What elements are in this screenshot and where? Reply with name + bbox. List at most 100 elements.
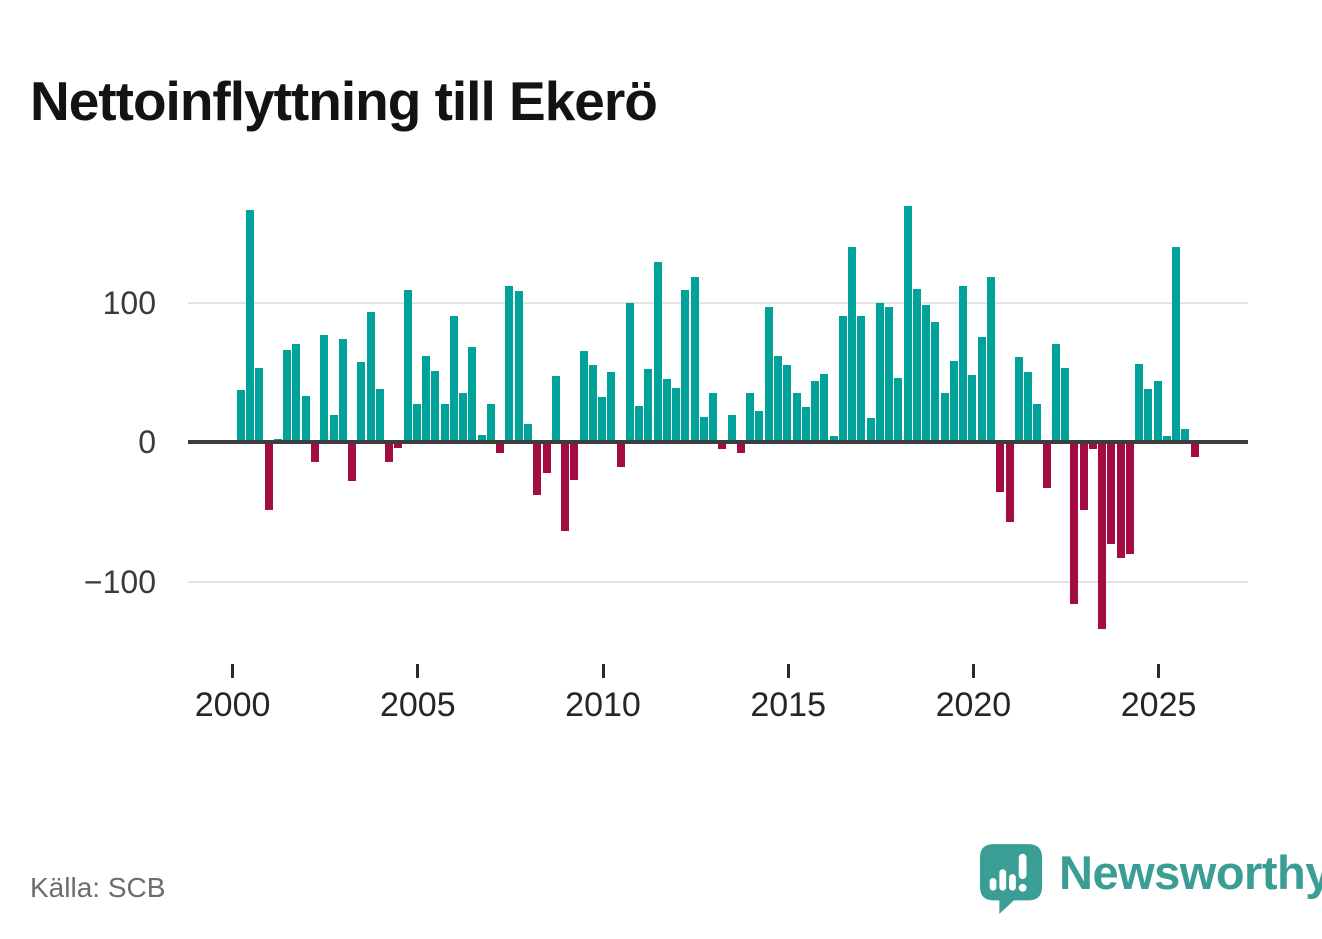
bar-2000q1 bbox=[236, 390, 245, 442]
bar-2007q2 bbox=[505, 285, 514, 442]
bar-2011q2 bbox=[653, 262, 662, 442]
bar-2007q3 bbox=[514, 291, 523, 442]
bar-2008q4 bbox=[561, 442, 570, 532]
bar-2020q1 bbox=[977, 337, 986, 442]
bar-2002q4 bbox=[338, 338, 347, 442]
x-tick-2020 bbox=[971, 664, 975, 678]
bar-2016q1 bbox=[829, 436, 838, 442]
bar-2025q1 bbox=[1162, 436, 1171, 442]
bar-2006q4 bbox=[486, 404, 495, 442]
bar-2017q3 bbox=[885, 306, 894, 442]
bar-2013q4 bbox=[746, 393, 755, 442]
bar-2007q1 bbox=[496, 442, 505, 454]
bar-2004q4 bbox=[412, 404, 421, 442]
bar-2014q4 bbox=[783, 365, 792, 442]
bar-2020q4 bbox=[1005, 442, 1014, 522]
bar-2004q1 bbox=[385, 442, 394, 462]
bar-2025q4 bbox=[1190, 442, 1199, 458]
bar-2020q2 bbox=[986, 277, 995, 442]
x-tick-2005 bbox=[416, 664, 420, 678]
bar-2006q2 bbox=[468, 347, 477, 442]
bar-2017q2 bbox=[875, 302, 884, 442]
y-tick-label-100: 100 bbox=[102, 284, 156, 321]
y-tick-label-0: 0 bbox=[138, 424, 156, 460]
bar-2010q1 bbox=[607, 372, 616, 442]
bar-2012q1 bbox=[681, 289, 690, 442]
bar-2003q2 bbox=[357, 362, 366, 442]
bar-2025q3 bbox=[1181, 429, 1190, 442]
x-tick-label-2005: 2005 bbox=[379, 686, 456, 724]
bar-2023q4 bbox=[1116, 442, 1125, 558]
bar-2004q2 bbox=[394, 442, 403, 448]
bar-2002q2 bbox=[320, 334, 329, 442]
bar-2018q1 bbox=[903, 206, 912, 442]
bar-2012q3 bbox=[699, 416, 708, 442]
chart-title: Nettoinflyttning till Ekerö bbox=[30, 69, 658, 132]
bar-2007q4 bbox=[523, 423, 532, 442]
bar-2020q3 bbox=[996, 442, 1005, 493]
bar-2009q2 bbox=[579, 351, 588, 442]
newsworthy-wordmark: Newsworthy bbox=[1059, 846, 1322, 899]
bar-2019q1 bbox=[940, 393, 949, 442]
bar-2005q3 bbox=[440, 404, 449, 442]
bar-2017q1 bbox=[866, 418, 875, 442]
zero-axis-line bbox=[188, 440, 1248, 444]
bar-2011q4 bbox=[672, 387, 681, 442]
bar-2019q3 bbox=[959, 285, 968, 442]
bar-2005q2 bbox=[431, 370, 440, 442]
x-tick-label-2015: 2015 bbox=[750, 686, 826, 724]
bar-2025q2 bbox=[1172, 246, 1181, 442]
bar-2002q1 bbox=[311, 442, 319, 462]
bar-2001q2 bbox=[283, 349, 292, 442]
bar-2024q3 bbox=[1144, 388, 1153, 442]
bar-2015q1 bbox=[792, 393, 801, 442]
chart-area: 100 0 −100 2000 2005 2010 2015 2020 2025 bbox=[0, 130, 1322, 730]
bar-2014q3 bbox=[774, 355, 782, 442]
bar-2022q4 bbox=[1079, 442, 1088, 511]
bar-2000q4 bbox=[264, 442, 273, 511]
bar-2014q2 bbox=[764, 306, 773, 442]
bar-2015q4 bbox=[820, 373, 829, 442]
bar-2023q1 bbox=[1088, 442, 1097, 449]
bar-2000q3 bbox=[255, 368, 264, 442]
bar-2016q3 bbox=[848, 246, 857, 442]
newsworthy-logo: Newsworthy bbox=[979, 843, 1322, 915]
x-tick-label-2025: 2025 bbox=[1120, 686, 1197, 724]
bar-2022q3 bbox=[1070, 442, 1079, 604]
bar-2013q3 bbox=[736, 442, 745, 454]
bar-2013q2 bbox=[727, 415, 736, 442]
bar-2016q4 bbox=[857, 316, 866, 442]
bar-2019q4 bbox=[968, 375, 977, 442]
bar-2024q4 bbox=[1153, 380, 1162, 442]
bar-2005q1 bbox=[422, 355, 431, 442]
bar-2010q4 bbox=[635, 405, 644, 442]
bar-2003q1 bbox=[348, 442, 357, 482]
bar-2018q2 bbox=[912, 288, 921, 442]
bar-2010q3 bbox=[625, 302, 634, 442]
bar-2006q1 bbox=[459, 393, 468, 442]
bar-2017q4 bbox=[894, 377, 903, 442]
bar-2009q3 bbox=[588, 365, 597, 442]
bar-2014q1 bbox=[755, 411, 764, 442]
bar-2024q1 bbox=[1125, 442, 1134, 554]
bar-2005q4 bbox=[449, 316, 458, 442]
gridline-100 bbox=[188, 301, 1248, 304]
bar-2022q2 bbox=[1061, 368, 1070, 442]
bar-2019q2 bbox=[949, 361, 958, 442]
bar-2004q3 bbox=[403, 289, 412, 442]
x-tick-label-2020: 2020 bbox=[935, 686, 1012, 724]
bar-2016q2 bbox=[838, 316, 847, 442]
gridline--100 bbox=[188, 580, 1248, 583]
y-tick-label--100: −100 bbox=[83, 563, 156, 600]
bar-2023q3 bbox=[1107, 442, 1116, 544]
x-tick-label-2000: 2000 bbox=[194, 686, 271, 724]
bar-2015q3 bbox=[811, 380, 820, 442]
bar-2008q1 bbox=[533, 442, 542, 495]
bar-2008q2 bbox=[542, 442, 551, 473]
bar-2009q4 bbox=[598, 397, 607, 442]
bar-2011q1 bbox=[644, 369, 653, 442]
bar-2012q4 bbox=[709, 393, 718, 442]
bar-2021q4 bbox=[1042, 442, 1051, 489]
source-note: Källa: SCB bbox=[30, 872, 166, 903]
